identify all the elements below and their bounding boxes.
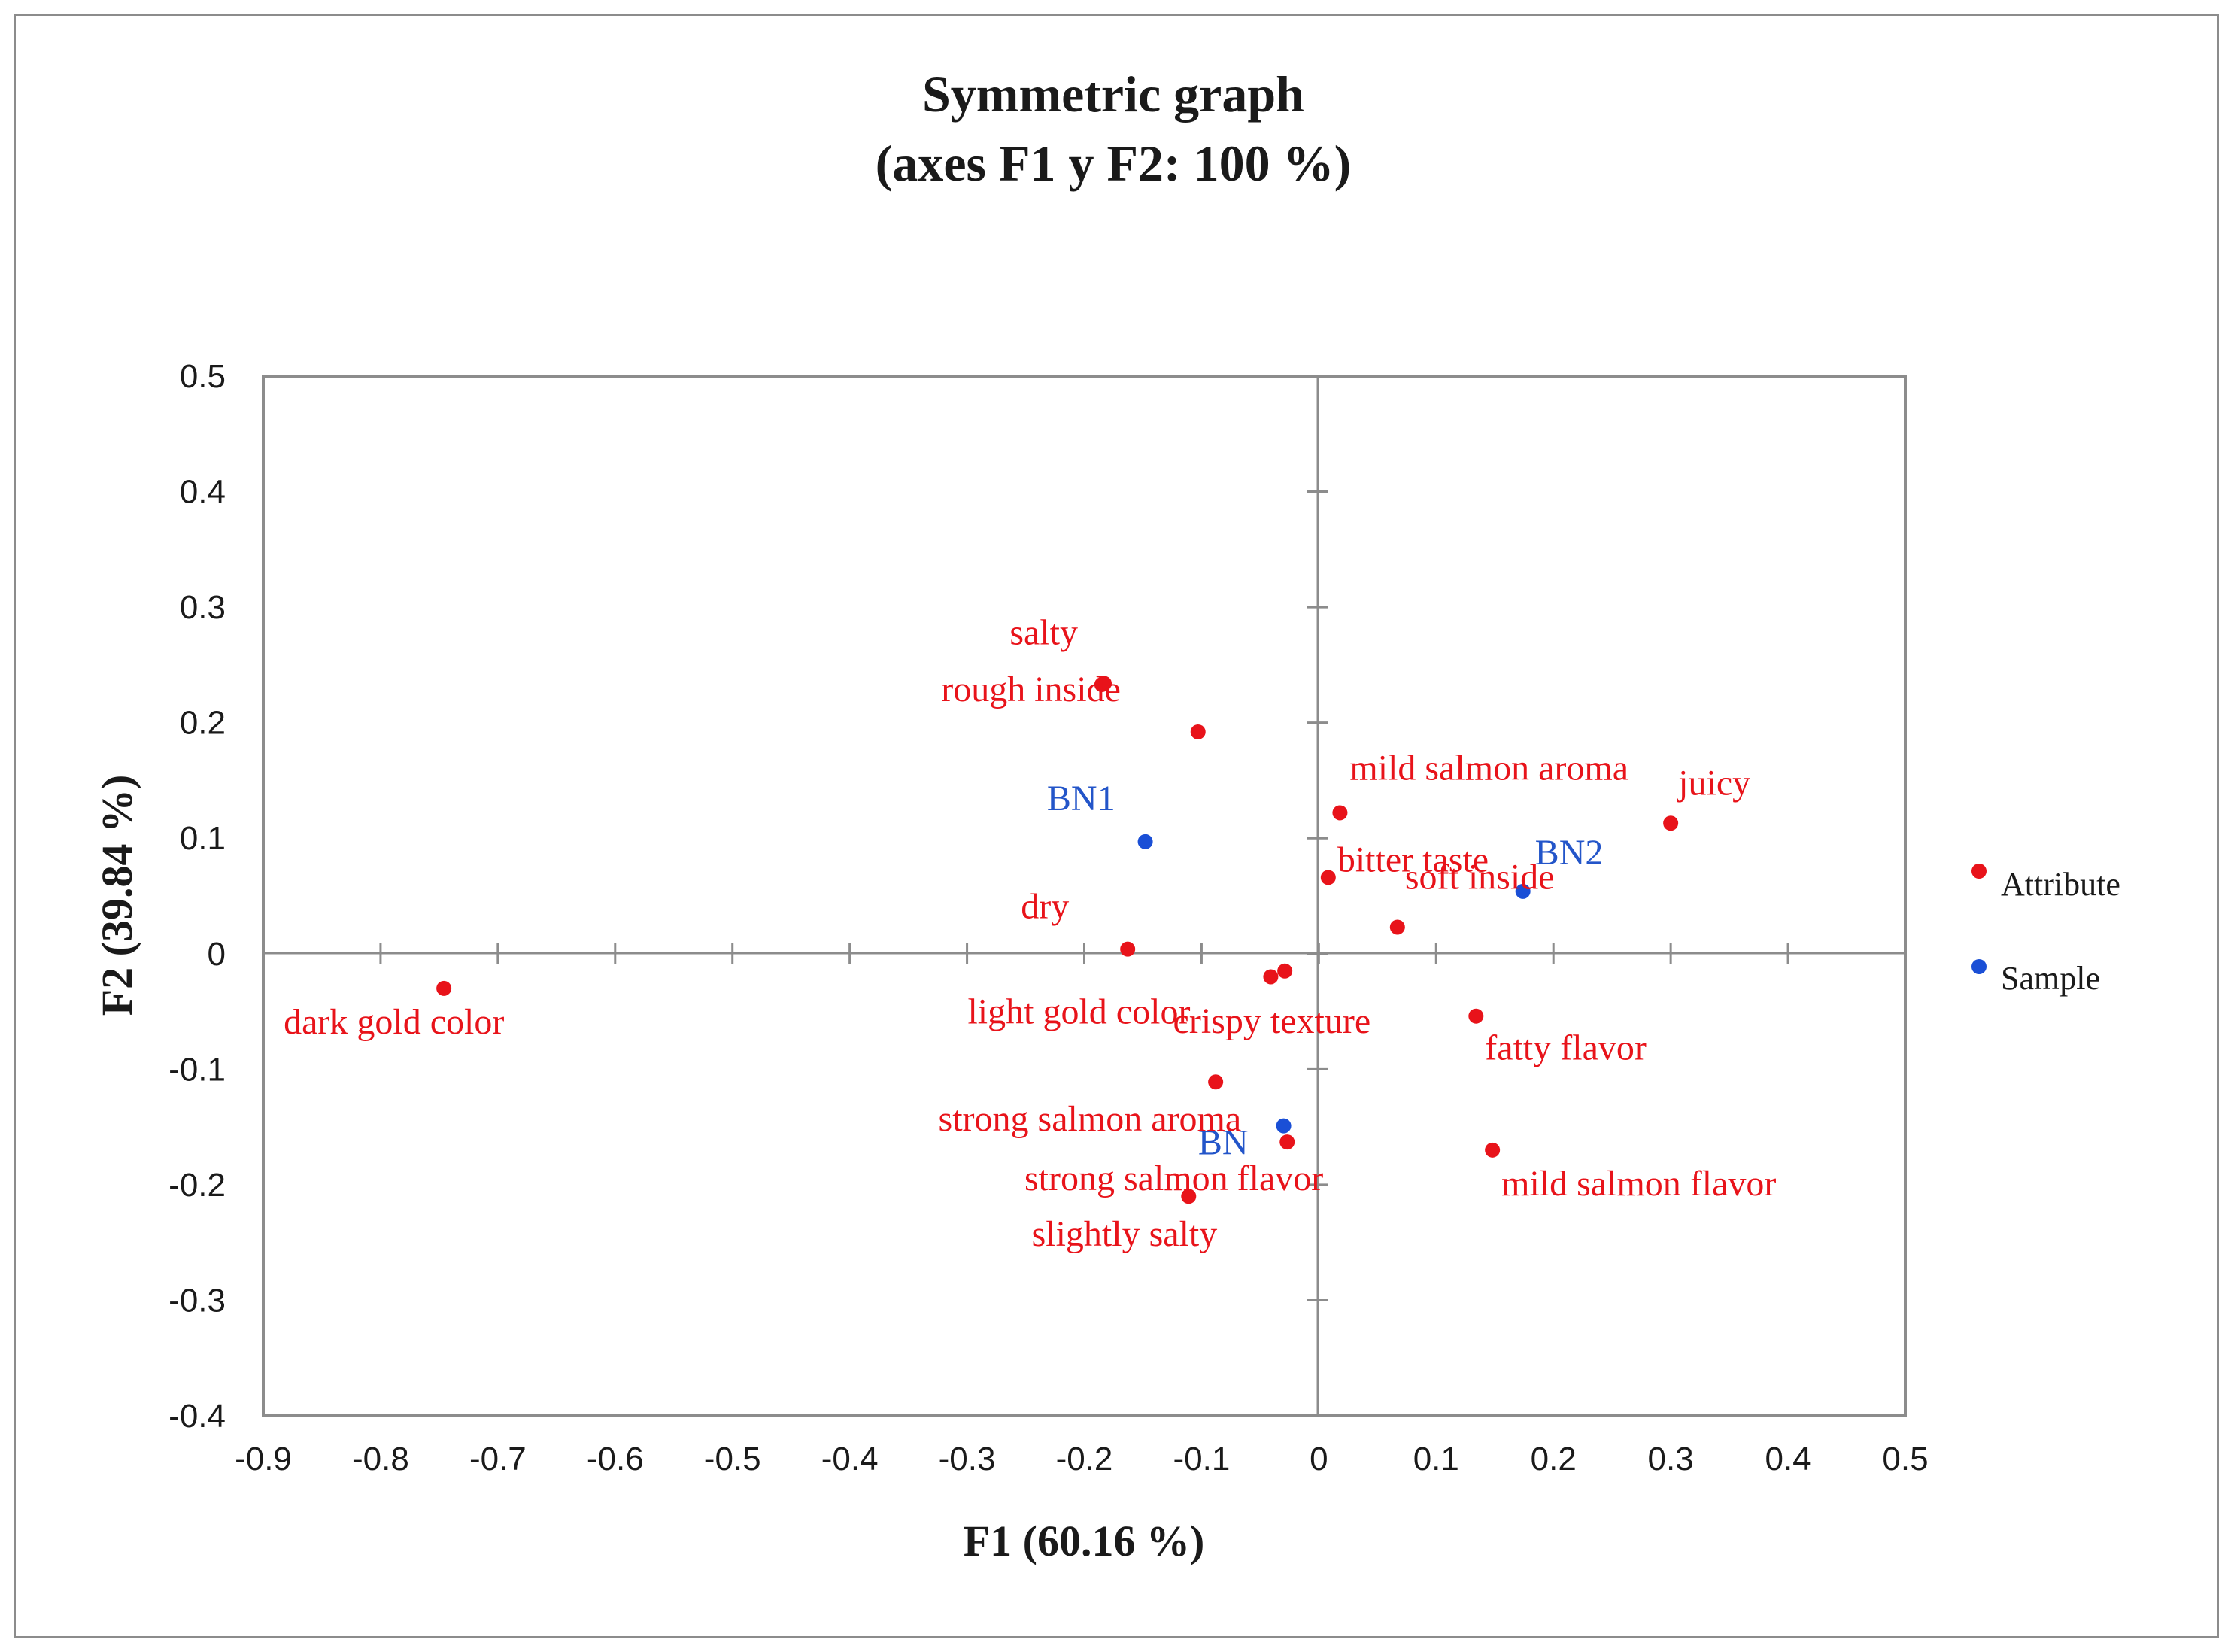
attribute-label-12: soft inside — [1405, 857, 1555, 897]
attribute-label-4: dark gold color — [284, 1002, 504, 1042]
attribute-label-7: strong salmon aroma — [939, 1099, 1242, 1139]
attribute-label-9: slightly salty — [1032, 1214, 1218, 1254]
attribute-point-1 — [1094, 676, 1109, 692]
y-tick-label-5: 0 — [208, 936, 226, 973]
x-tick-label-1: -0.8 — [352, 1441, 409, 1477]
x-tick-label-3: -0.6 — [587, 1441, 644, 1477]
chart-frame — [14, 14, 2219, 1638]
point-labels: salty rough inside dry dark gold color light… — [284, 612, 1776, 1254]
x-tick-label-4: -0.5 — [704, 1441, 761, 1477]
attribute-label-14: fatty flavor — [1485, 1028, 1647, 1068]
y-tick-label-8: -0.3 — [168, 1282, 226, 1319]
sample-point-0 — [1137, 834, 1153, 849]
sample-point-1 — [1515, 883, 1531, 899]
attribute-point-6 — [1277, 963, 1293, 979]
attribute-point-4 — [436, 980, 452, 996]
attribute-label-8: strong salmon flavor — [1024, 1159, 1323, 1198]
y-tick-label-0: 0.5 — [180, 358, 226, 395]
axis-ticks — [262, 375, 1907, 1417]
x-tick-label-10: 0.1 — [1413, 1441, 1459, 1477]
chart-title-line-1: Symmetric graph — [922, 65, 1304, 123]
y-tick-label-3: 0.2 — [180, 705, 226, 742]
attribute-label-3: dry — [1021, 887, 1069, 927]
legend-attribute-marker — [1971, 864, 1987, 879]
x-tick-label-14: 0.5 — [1882, 1441, 1928, 1477]
attribute-point-10 — [1332, 805, 1348, 821]
x-tick-label-7: -0.2 — [1056, 1441, 1113, 1477]
attribute-point-7 — [1208, 1074, 1224, 1090]
x-tick-label-6: -0.3 — [939, 1441, 996, 1477]
sample-label-2: BN — [1198, 1123, 1249, 1163]
sample-label-1: BN2 — [1535, 833, 1604, 873]
data-points — [436, 676, 1679, 1204]
attribute-label-1: rough inside — [941, 670, 1121, 709]
x-tick-label-13: 0.4 — [1765, 1441, 1811, 1477]
legend-sample-marker — [1971, 959, 1987, 974]
x-tick-label-11: 0.2 — [1531, 1441, 1577, 1477]
x-axis-label: F1 (60.16 %) — [964, 1517, 1205, 1565]
sample-label-0: BN1 — [1047, 779, 1115, 818]
x-tick-label-12: 0.3 — [1648, 1441, 1694, 1477]
attribute-point-11 — [1320, 870, 1336, 885]
y-tick-label-6: -0.1 — [168, 1051, 226, 1088]
attribute-point-2 — [1190, 724, 1206, 739]
legend: Attribute Sample — [1971, 864, 2120, 997]
y-tick-label-4: 0.1 — [180, 820, 226, 857]
x-tick-label-9: 0 — [1310, 1441, 1328, 1477]
y-axis-label: F2 (39.84 %) — [93, 775, 141, 1016]
attribute-point-12 — [1389, 919, 1405, 935]
attribute-label-10: mild salmon aroma — [1349, 748, 1628, 788]
attribute-label-6: crispy texture — [1173, 1001, 1371, 1041]
axis-tick-labels: -0.9 -0.8 -0.7 -0.6 -0.5 -0.4 -0.3 -0.2 -0.1 0 0.1… — [168, 358, 1928, 1477]
x-tick-label-8: -0.1 — [1173, 1441, 1231, 1477]
legend-attribute-label: Attribute — [2001, 866, 2120, 903]
attribute-label-0: salty — [1009, 612, 1078, 652]
y-tick-label-9: -0.4 — [168, 1398, 226, 1435]
chart-title-line-2: (axes F1 y F2: 100 %) — [876, 135, 1352, 192]
attribute-point-5 — [1263, 969, 1279, 985]
attribute-point-15 — [1485, 1142, 1501, 1158]
x-tick-label-5: -0.4 — [821, 1441, 879, 1477]
attribute-label-15: mild salmon flavor — [1501, 1164, 1776, 1204]
y-tick-label-2: 0.3 — [180, 589, 226, 626]
attribute-point-14 — [1468, 1008, 1484, 1024]
attribute-point-13 — [1663, 815, 1679, 831]
attribute-label-5: light gold color — [967, 992, 1190, 1031]
x-tick-label-2: -0.7 — [469, 1441, 527, 1477]
x-tick-label-0: -0.9 — [235, 1441, 292, 1477]
attribute-point-3 — [1120, 941, 1136, 957]
y-tick-label-1: 0.4 — [180, 474, 226, 511]
attribute-label-13: juicy — [1677, 763, 1750, 803]
attribute-point-8 — [1279, 1134, 1295, 1150]
sample-point-2 — [1276, 1118, 1292, 1134]
attribute-label-11: bitter taste — [1337, 840, 1489, 879]
legend-sample-label: Sample — [2001, 960, 2100, 997]
attribute-point-9 — [1181, 1189, 1197, 1204]
plot-area — [262, 375, 1907, 1417]
y-tick-label-7: -0.2 — [168, 1167, 226, 1204]
